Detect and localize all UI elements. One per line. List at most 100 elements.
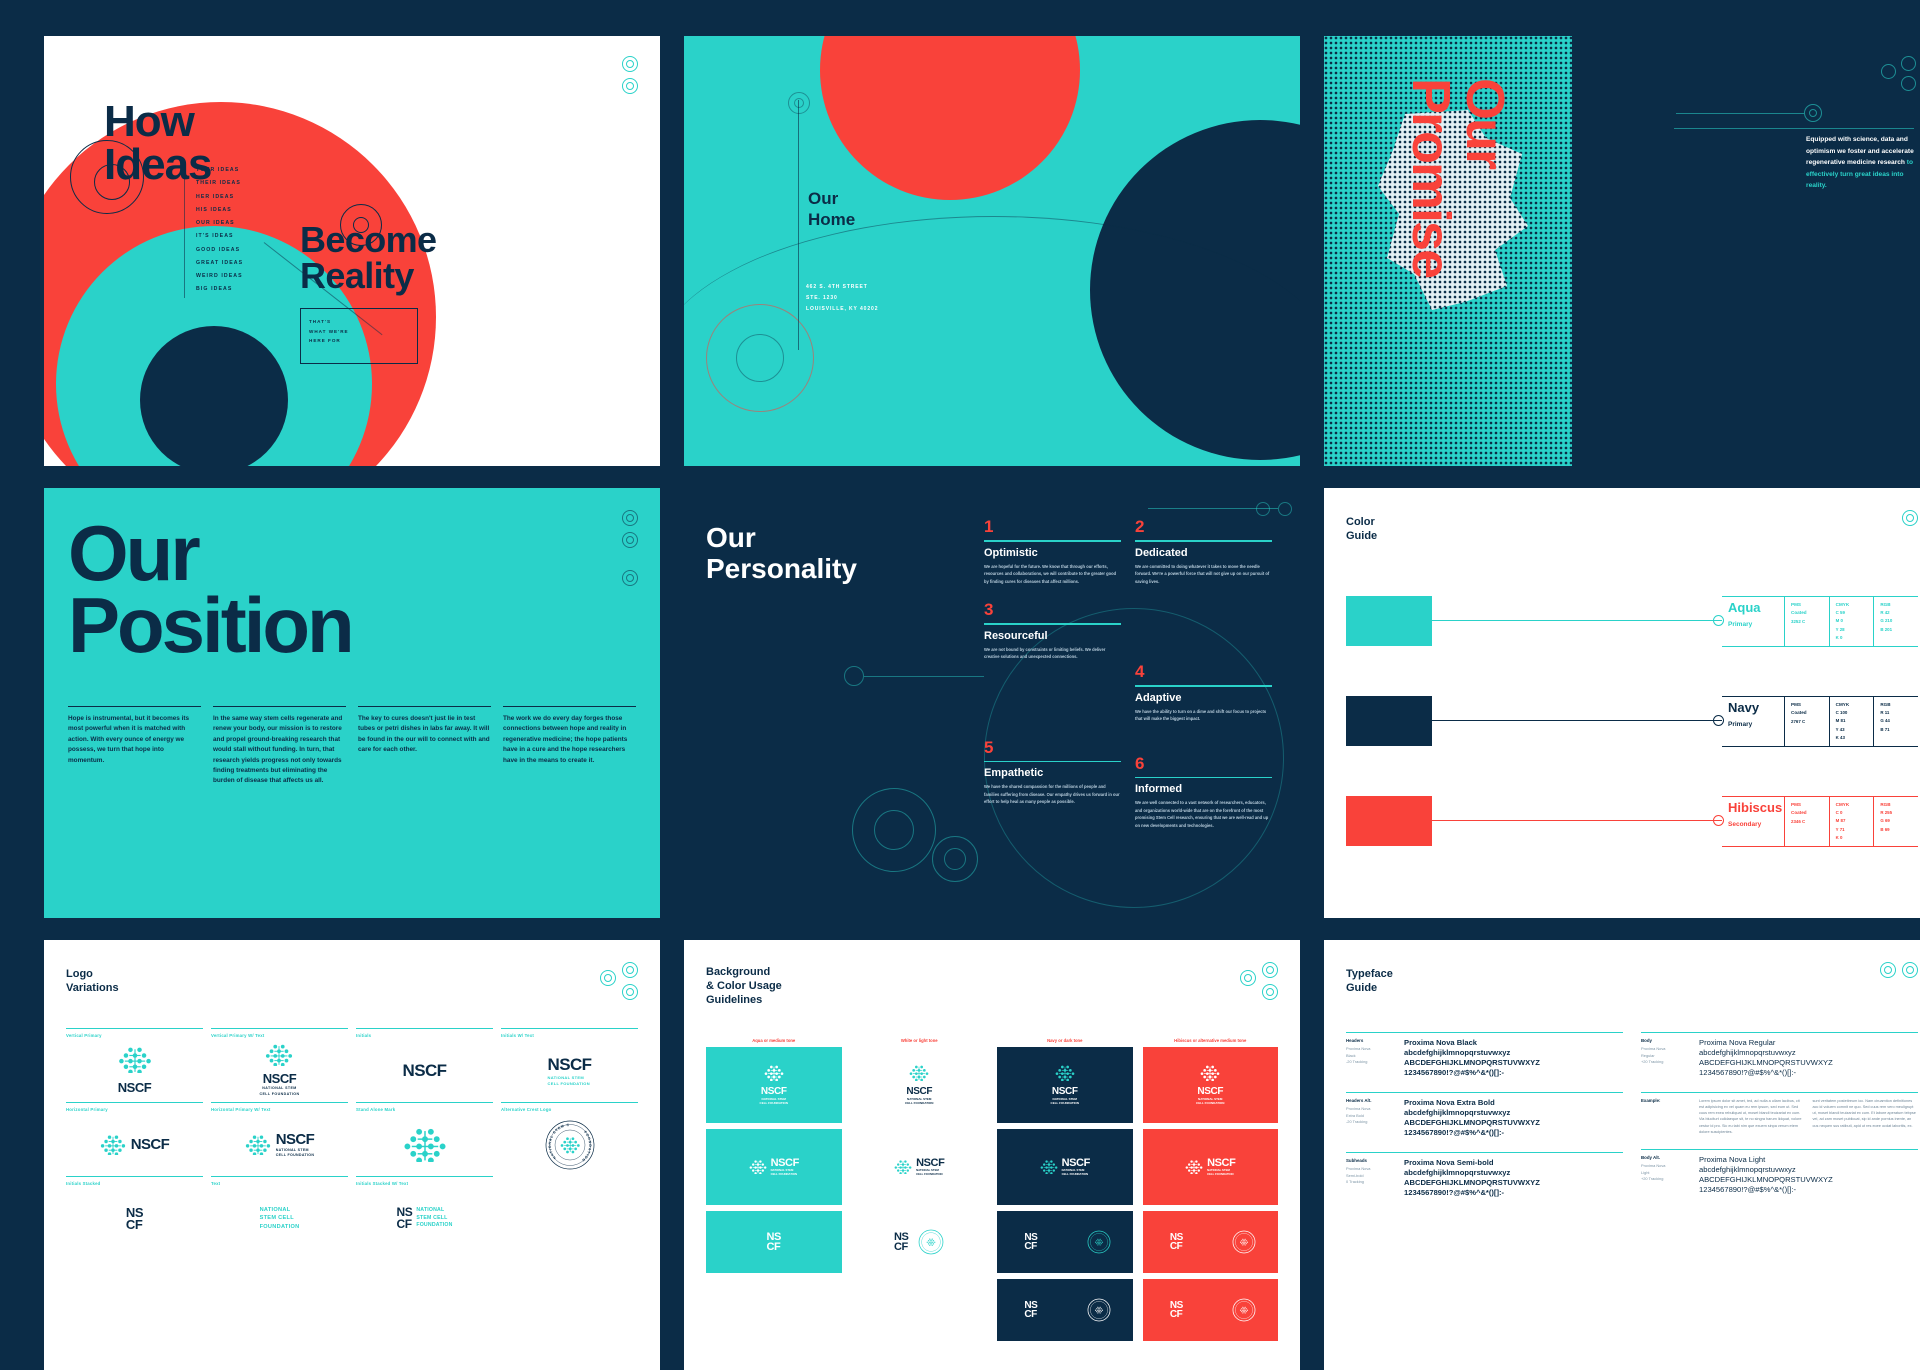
trait-number: 5 (984, 739, 1121, 756)
position-column: The work we do every day forges those co… (503, 706, 636, 787)
slide-typeface-guide[interactable]: Typeface Guide Headers Proxima Nova Blac… (1324, 940, 1920, 1370)
nscf-crest-icon: NATIONAL STEM CELL FOUNDATION (545, 1120, 595, 1170)
slide8-title-line3: Guidelines (706, 994, 762, 1006)
logo-wordmark: NSCF (131, 1136, 169, 1153)
slide-color-guide[interactable]: Color Guide Aqua Primary PMS Coated 3252… (1324, 488, 1920, 918)
logo-cell-vertical-primary[interactable]: Vertical Primary (66, 1028, 203, 1100)
slide-our-personality[interactable]: Our Personality 1 Optimistic We are hope… (684, 488, 1300, 918)
logo-cell-text[interactable]: Text NATIONAL STEM CELL FOUNDATION (211, 1176, 348, 1248)
color-pms-cell: PMS Coated 2767 C (1784, 697, 1829, 746)
typeface-block: Headers Proxima Nova Black -20 Tracking … (1346, 1032, 1623, 1078)
logo-cell-alternative-crest[interactable]: Alternative Crest Logo NATIONAL STEM CEL… (501, 1102, 638, 1174)
typeface-sample-numerals: 1234567890!?@#$%^&*()[]:- (1699, 1068, 1918, 1078)
logo-cell-label: Horizontal Primary (66, 1107, 203, 1112)
slide1-subtitle-line2: Reality (300, 255, 414, 296)
trait-name: Dedicated (1135, 547, 1272, 559)
typeface-name: Proxima Nova Extra Bold (1404, 1098, 1623, 1108)
logo-variation-grid: Vertical Primary (66, 1028, 638, 1248)
color-name: Navy (1728, 701, 1778, 716)
slide-background-color-usage[interactable]: Background & Color Usage Guidelines Aqua… (684, 940, 1300, 1370)
slide-our-position[interactable]: Our Position Hope is instrumental, but i… (44, 488, 660, 918)
decor-ring-small-inner (944, 848, 966, 870)
registration-mark-b (600, 970, 616, 986)
trait-number: 4 (1135, 663, 1272, 680)
slide5-title: Our Personality (706, 522, 857, 585)
leader-line (1432, 820, 1722, 821)
slide2-address: 462 S. 4TH STREET STE. 1230 LOUISVILLE, … (806, 282, 878, 315)
blurb-primary: Equipped with science, data and optimism… (1806, 136, 1914, 166)
typeface-sample-numerals: 1234567890!?@#$%^&*()[]:- (1699, 1185, 1918, 1195)
trait-item: 2 Dedicated We are committed to doing wh… (1135, 518, 1272, 585)
typeface-block: Body Proxima Nova Regular +20 Tracking P… (1641, 1032, 1918, 1078)
logo-cell-horizontal-primary-with-text[interactable]: Horizontal Primary W/ Text (211, 1102, 348, 1174)
logo-wordmark: NSCF (760, 1086, 788, 1097)
trait-number: 6 (1135, 755, 1272, 772)
registration-mark-c (622, 984, 638, 1000)
nscf-crest-icon (1232, 1298, 1256, 1322)
logo-wordmark: NSCF (1051, 1086, 1079, 1097)
nscf-mark-icon (1055, 1065, 1075, 1081)
trait-name: Empathetic (984, 767, 1121, 779)
idea-item: HER IDEAS (196, 191, 243, 204)
color-row-navy: Navy Primary PMS Coated 2767 C CMYK C 10… (1346, 696, 1918, 747)
slide3-word-our: Our (1454, 78, 1516, 168)
slide-our-promise[interactable]: Our Promise Equipped with science, data … (1324, 36, 1920, 466)
trait-name: Adaptive (1135, 692, 1272, 704)
slide5-title-line1: Our (706, 522, 756, 553)
usage-header: Hibiscus or alternative medium tone (1143, 1038, 1279, 1043)
idea-item: HIS IDEAS (196, 204, 243, 217)
typeface-sample-lower: abcdefghijklmnopqrstuvwxyz (1699, 1165, 1918, 1175)
typeface-role: Headers (1346, 1038, 1398, 1043)
position-column: The key to cures doesn't just lie in tes… (358, 706, 491, 787)
nscf-mark-icon (894, 1160, 912, 1174)
idea-item: WEIRD IDEAS (196, 270, 243, 283)
slide9-title: Typeface Guide (1346, 968, 1393, 996)
trait-item: 4 Adaptive We have the ability to turn o… (1135, 663, 1272, 723)
usage-header: Navy or dark tone (997, 1038, 1133, 1043)
leader-line (1432, 720, 1722, 721)
logo-cell-horizontal-primary[interactable]: Horizontal Primary (66, 1102, 203, 1174)
logo-cell-empty (501, 1176, 638, 1248)
nscf-mark-icon (403, 1128, 447, 1162)
slide-our-home[interactable]: Our Home 462 S. 4TH STREET STE. 1230 LOU… (684, 36, 1300, 466)
logo-cell-label: Text (211, 1181, 348, 1186)
logo-cell-vertical-primary-with-text[interactable]: Vertical Primary W/ Text (211, 1028, 348, 1100)
nscf-mark-icon (100, 1135, 126, 1155)
idea-item: BIG IDEAS (196, 283, 243, 296)
trait-item: 6 Informed We are well connected to a va… (1135, 755, 1272, 830)
leader-dot (1713, 815, 1724, 826)
logo-cell-initials[interactable]: Initials NSCF (356, 1028, 493, 1100)
example-paragraph: sunt veritatem postetireum ioc. Nam ciru… (1813, 1098, 1919, 1135)
logo-cell-initials-with-text[interactable]: Initials W/ Text NSCF NATIONAL STEM CELL… (501, 1028, 638, 1100)
typeface-column-right: Body Proxima Nova Regular +20 Tracking P… (1641, 1032, 1918, 1212)
typeface-name: Proxima Nova Black (1404, 1038, 1623, 1048)
slide-how-ideas[interactable]: How Ideas YOUR IDEAS THEIR IDEAS HER IDE… (44, 36, 660, 466)
slide7-title: Logo Variations (66, 968, 119, 996)
logo-cell-label: Initials (356, 1033, 493, 1038)
slide6-title: Color Guide (1346, 516, 1377, 544)
slide7-title-line1: Logo (66, 968, 93, 980)
trait-description: We are hopeful for the future. We know t… (984, 563, 1121, 586)
registration-mark (1902, 510, 1918, 526)
logo-cell-stand-alone-mark[interactable]: Stand Alone Mark (356, 1102, 493, 1174)
address-line-suite: STE. 1230 (806, 295, 838, 301)
slide-logo-variations[interactable]: Logo Variations Vertical Primary (44, 940, 660, 1370)
trait-name: Resourceful (984, 630, 1121, 642)
